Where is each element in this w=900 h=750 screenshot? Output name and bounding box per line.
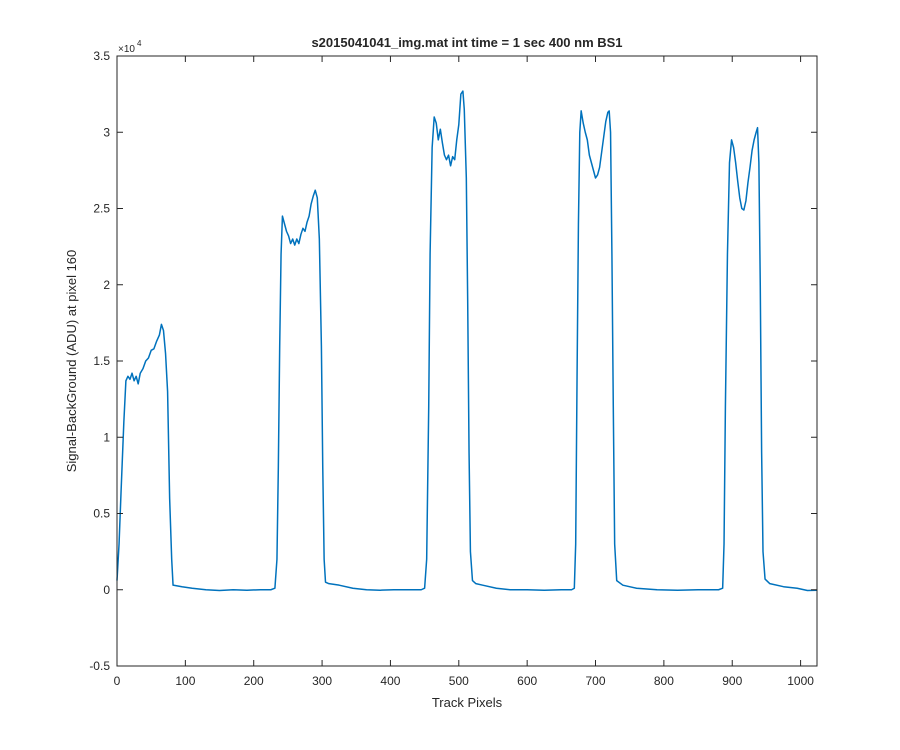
x-axis-label: Track Pixels: [432, 695, 503, 710]
y-tick-label: 3.5: [93, 49, 110, 63]
y-axis-label: Signal-BackGround (ADU) at pixel 160: [64, 250, 79, 473]
y-tick-label: 1: [103, 430, 110, 444]
plot-area: [117, 56, 817, 666]
x-tick-label: 800: [654, 674, 674, 688]
chart-title: s2015041041_img.mat int time = 1 sec 400…: [311, 35, 622, 50]
x-tick-label: 500: [449, 674, 469, 688]
y-exponent-power: 4: [137, 39, 142, 48]
y-tick-label: 2.5: [93, 202, 110, 216]
x-tick-label: 100: [175, 674, 195, 688]
y-tick-label: 0: [103, 583, 110, 597]
y-tick-label: 1.5: [93, 354, 110, 368]
x-tick-label: 200: [244, 674, 264, 688]
y-tick-label: 2: [103, 278, 110, 292]
y-tick-label: -0.5: [89, 659, 110, 673]
x-tick-label: 1000: [787, 674, 814, 688]
series-line-signal: [116, 90, 818, 592]
x-tick-label: 0: [114, 674, 121, 688]
x-tick-label: 300: [312, 674, 332, 688]
x-tick-label: 600: [517, 674, 537, 688]
x-tick-label: 900: [722, 674, 742, 688]
x-tick-label: 400: [380, 674, 400, 688]
y-tick-label: 3: [103, 125, 110, 139]
x-tick-label: 700: [586, 674, 606, 688]
y-tick-label: 0.5: [93, 507, 110, 521]
y-exponent-base: ×10: [118, 44, 135, 55]
